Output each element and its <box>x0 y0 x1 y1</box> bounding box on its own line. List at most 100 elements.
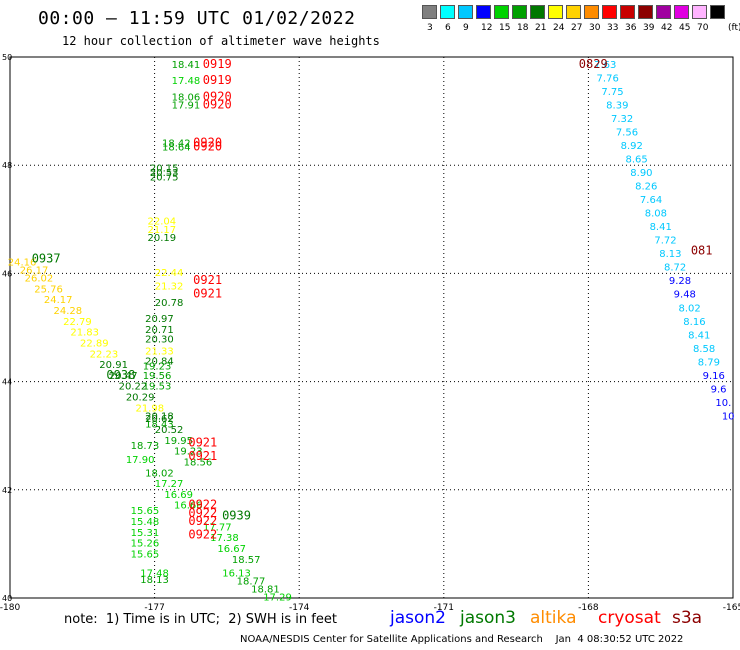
x-tick-label: -177 <box>144 603 164 613</box>
wave-height-label: 20.53 <box>150 168 179 179</box>
pass-time-label: 0922 <box>188 506 217 520</box>
wave-height-label: 20.52 <box>155 425 184 436</box>
wave-height-label: 8.90 <box>630 168 652 179</box>
pass-time-label: 0921 <box>193 273 222 287</box>
wave-height-label: 20.78 <box>155 298 184 309</box>
color-swatch-label: 9 <box>463 23 469 33</box>
wave-height-label: 16.69 <box>164 490 193 501</box>
wave-height-label: 21.33 <box>145 347 174 358</box>
wave-height-label: 17.29 <box>263 593 292 604</box>
wave-height-label: 26.17 <box>20 265 49 276</box>
pass-time-label: 0937 <box>32 252 61 266</box>
wave-height-label: 8.58 <box>693 344 715 355</box>
y-tick-label: 42 <box>2 486 12 495</box>
chart-title: 00:00 – 11:59 UTC 01/02/2022 <box>38 8 356 29</box>
wave-height-label: 9.16 <box>703 371 725 382</box>
color-swatch <box>494 5 509 19</box>
wave-height-label: 18.64 <box>162 143 191 154</box>
pass-time-label: 0922 <box>188 498 217 512</box>
wave-height-label: 18.77 <box>237 576 266 587</box>
color-swatch <box>710 5 725 19</box>
wave-height-label: 10 <box>722 411 735 422</box>
wave-height-label: 20.91 <box>99 360 128 371</box>
color-swatch-label: 18 <box>517 23 529 33</box>
wave-height-label: 9.28 <box>669 276 691 287</box>
wave-height-label: 21.83 <box>70 328 99 339</box>
wave-height-label: 7.32 <box>611 114 633 125</box>
pass-time-label: 0922 <box>188 514 217 528</box>
wave-height-label: 20.62 <box>145 414 174 425</box>
pass-time-label: 0829 <box>579 57 608 71</box>
color-swatch-label: 70 <box>697 23 709 33</box>
pass-time-label: 0938 <box>106 368 135 382</box>
color-swatch <box>512 5 527 19</box>
wave-height-label: 25.76 <box>34 284 63 295</box>
pass-time-label: 0920 <box>203 97 232 111</box>
pass-time-label: 0921 <box>188 436 217 450</box>
wave-height-label: 17.27 <box>155 479 184 490</box>
wave-height-label: 20.18 <box>145 411 174 422</box>
color-swatch-label: 39 <box>643 23 655 33</box>
pass-time-label: 0919 <box>203 57 232 71</box>
wave-height-label: 7.76 <box>597 73 619 84</box>
x-tick-label: -171 <box>434 603 454 613</box>
wave-height-label: 19.23 <box>143 362 172 373</box>
footer-note: note: 1) Time is in UTC; 2) SWH is in fe… <box>64 612 337 627</box>
color-swatch-label: 36 <box>625 23 637 33</box>
pass-time-label: 0920 <box>193 135 222 149</box>
y-tick-label: 46 <box>2 269 12 278</box>
wave-height-label: 24.17 <box>44 295 73 306</box>
pass-time-label: 0920 <box>203 89 232 103</box>
wave-height-label: 8.65 <box>625 154 647 165</box>
pass-time-label: 0920 <box>193 140 222 154</box>
wave-height-label: 7.72 <box>654 236 676 247</box>
wave-height-label: 16.13 <box>222 568 251 579</box>
color-swatch <box>440 5 455 19</box>
wave-height-label: 18.73 <box>131 441 160 452</box>
wave-height-label: 21.98 <box>135 403 164 414</box>
wave-height-label: 20.29 <box>126 393 155 404</box>
wave-height-label: 15.31 <box>131 528 160 539</box>
color-swatch-label: 42 <box>661 23 673 33</box>
credit-line: NOAA/NESDIS Center for Satellite Applica… <box>240 634 684 645</box>
pass-time-label: 0939 <box>222 509 251 523</box>
wave-height-label: 17.90 <box>126 455 155 466</box>
wave-height-label: 24.28 <box>54 306 83 317</box>
wave-height-label: 8.39 <box>606 100 628 111</box>
satellite-legend-jason2: jason2 <box>390 608 446 628</box>
wave-height-label: 26.02 <box>25 274 54 285</box>
color-swatch <box>458 5 473 19</box>
wave-height-label: 20.71 <box>145 325 174 336</box>
color-swatch-label: 27 <box>571 23 583 33</box>
wave-height-label: 9.48 <box>674 290 696 301</box>
wave-height-label: 17.38 <box>210 533 239 544</box>
y-tick-label: 44 <box>2 378 12 387</box>
wave-height-label: 20.30 <box>145 335 174 346</box>
wave-height-label: 20.84 <box>145 356 174 367</box>
color-swatch <box>530 5 545 19</box>
wave-height-label: 20.47 <box>109 371 138 382</box>
x-tick-label: -165 <box>723 603 740 613</box>
wave-height-label: 8.08 <box>645 209 667 220</box>
wave-height-label: 8.26 <box>635 182 657 193</box>
color-swatch <box>584 5 599 19</box>
wave-height-label: 22.89 <box>80 338 109 349</box>
satellite-legend-s3a: s3a <box>672 608 703 628</box>
color-swatch-label: 45 <box>679 23 691 33</box>
wave-height-label: 19.56 <box>143 371 172 382</box>
y-tick-label: 50 <box>2 53 12 62</box>
wave-height-label: 15.65 <box>131 549 160 560</box>
wave-height-label: 7.64 <box>640 195 662 206</box>
wave-height-label: 8.13 <box>659 249 681 260</box>
x-tick-label: -180 <box>0 603 20 613</box>
wave-height-label: 18.81 <box>251 585 280 596</box>
satellite-legend-altika: altika <box>530 608 577 628</box>
color-swatch <box>422 5 437 19</box>
wave-height-label: 15.48 <box>131 517 160 528</box>
wave-height-label: 22.79 <box>63 317 92 328</box>
color-swatch <box>656 5 671 19</box>
wave-height-label: 24.16 <box>8 257 37 268</box>
wave-height-label: 20.15 <box>150 164 179 175</box>
wave-height-label: 22.44 <box>155 268 184 279</box>
wave-height-label: 19.95 <box>164 436 193 447</box>
